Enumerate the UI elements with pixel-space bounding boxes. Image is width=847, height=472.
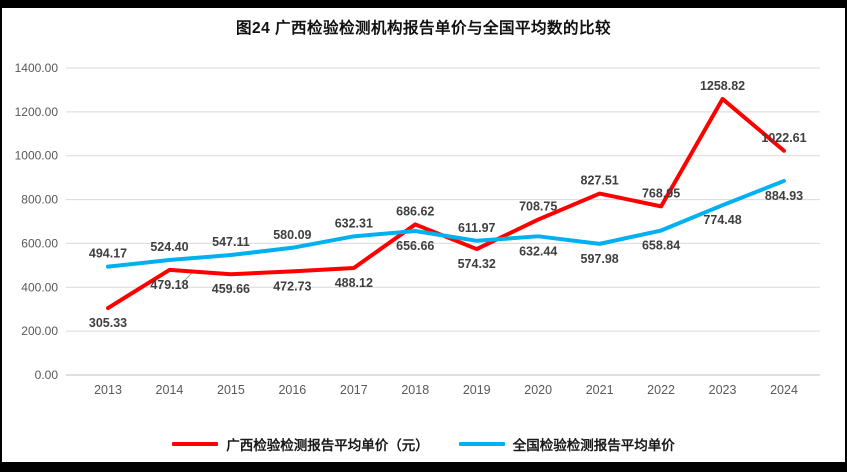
svg-text:611.97: 611.97 [458, 221, 496, 235]
legend-line-blue-icon [458, 442, 505, 446]
svg-text:708.75: 708.75 [519, 200, 557, 214]
svg-text:597.98: 597.98 [581, 252, 619, 266]
svg-text:2018: 2018 [401, 383, 429, 397]
svg-text:658.84: 658.84 [642, 239, 680, 253]
svg-text:494.17: 494.17 [89, 247, 127, 261]
svg-text:488.12: 488.12 [335, 276, 373, 290]
svg-text:524.40: 524.40 [150, 240, 188, 254]
svg-text:2017: 2017 [340, 383, 368, 397]
svg-text:768.95: 768.95 [642, 186, 680, 200]
svg-text:2019: 2019 [463, 383, 491, 397]
svg-text:1022.61: 1022.61 [761, 131, 806, 145]
legend-item-national: 全国检验检测报告平均单价 [458, 434, 675, 454]
svg-text:574.32: 574.32 [458, 257, 496, 271]
chart-svg: 0.00 200.00 400.00 600.00 800.00 1000.00 1200.… [15, 61, 820, 397]
svg-text:400.00: 400.00 [21, 280, 58, 294]
svg-text:580.09: 580.09 [273, 228, 311, 242]
svg-text:200.00: 200.00 [21, 324, 58, 338]
svg-text:1200.00: 1200.00 [15, 105, 59, 119]
svg-text:1258.82: 1258.82 [700, 79, 745, 93]
svg-text:0.00: 0.00 [35, 368, 59, 382]
svg-text:305.33: 305.33 [89, 316, 127, 330]
svg-text:2015: 2015 [217, 383, 245, 397]
svg-text:1400.00: 1400.00 [15, 61, 59, 75]
svg-text:774.48: 774.48 [703, 213, 741, 227]
svg-text:1000.00: 1000.00 [15, 149, 59, 163]
chart-legend: 广西检验检测报告平均单价（元） 全国检验检测报告平均单价 [2, 434, 845, 454]
svg-text:547.11: 547.11 [212, 235, 250, 249]
legend-line-red-icon [172, 442, 219, 446]
chart-title: 图24 广西检验检测机构报告单价与全国平均数的比较 [235, 20, 612, 37]
svg-text:800.00: 800.00 [21, 193, 58, 207]
svg-text:632.44: 632.44 [519, 244, 557, 258]
svg-text:2020: 2020 [524, 383, 552, 397]
svg-text:827.51: 827.51 [581, 174, 619, 188]
svg-text:2023: 2023 [709, 383, 737, 397]
svg-text:2013: 2013 [94, 383, 122, 397]
svg-text:686.62: 686.62 [396, 204, 434, 218]
svg-text:884.93: 884.93 [765, 189, 803, 203]
svg-text:472.73: 472.73 [273, 279, 311, 293]
legend-label-national: 全国检验检测报告平均单价 [512, 438, 675, 453]
svg-text:479.18: 479.18 [150, 278, 188, 292]
svg-text:600.00: 600.00 [21, 236, 58, 250]
svg-text:632.31: 632.31 [335, 216, 373, 230]
legend-label-guangxi: 广西检验检测报告平均单价（元） [226, 438, 429, 453]
legend-item-guangxi: 广西检验检测报告平均单价（元） [172, 434, 429, 454]
svg-text:2022: 2022 [647, 383, 675, 397]
svg-text:2014: 2014 [156, 383, 184, 397]
svg-text:2021: 2021 [586, 383, 614, 397]
svg-text:656.66: 656.66 [396, 239, 434, 253]
svg-text:2016: 2016 [278, 383, 306, 397]
svg-text:2024: 2024 [770, 383, 798, 397]
svg-text:459.66: 459.66 [212, 282, 250, 296]
